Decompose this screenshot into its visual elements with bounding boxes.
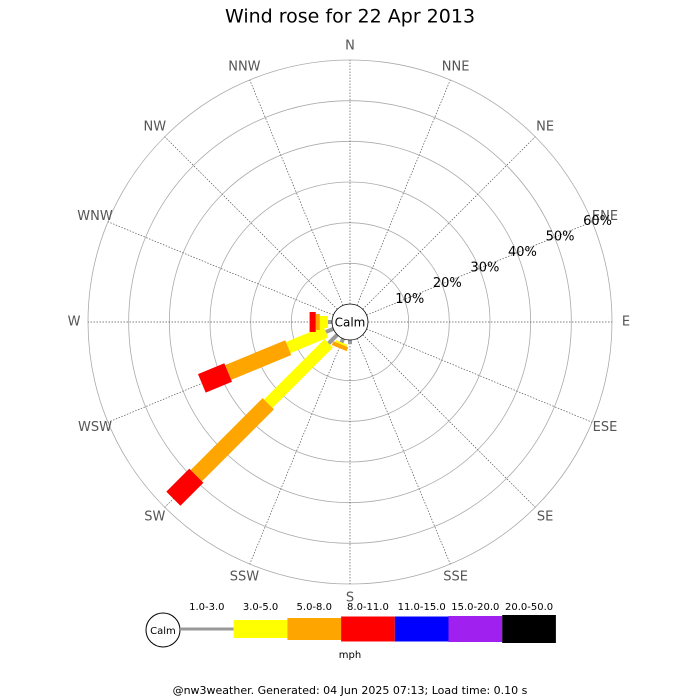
direction-label: WSW <box>78 420 112 435</box>
direction-label: SW <box>144 510 165 525</box>
bar-segment <box>286 326 329 354</box>
bar-segment <box>198 363 232 393</box>
bar-segment <box>319 316 328 328</box>
bar-segment <box>309 312 316 332</box>
r-tick-label: 30% <box>470 261 499 276</box>
direction-label: E <box>622 315 630 330</box>
bar-segment <box>331 341 349 352</box>
direction-label: N <box>345 39 355 54</box>
legend-label: 3.0-5.0 <box>243 602 278 613</box>
grid-ring <box>128 100 572 544</box>
bar-segment <box>264 339 333 408</box>
bar-segment <box>335 340 348 347</box>
legend-swatch <box>502 615 556 643</box>
r-tick-label: 10% <box>395 292 424 307</box>
direction-label: NE <box>536 119 554 134</box>
legend-label: 20.0-50.0 <box>505 602 553 613</box>
legend-swatch <box>180 627 234 631</box>
unit-label: mph <box>339 650 361 661</box>
r-tick-label: 40% <box>508 245 537 260</box>
r-tick-label: 60% <box>583 214 612 229</box>
calm-label: Calm <box>335 316 366 330</box>
legend-calm-label: Calm <box>150 626 176 637</box>
direction-label: NNW <box>228 60 260 75</box>
direction-label: ESE <box>593 420 618 435</box>
grid-ring <box>290 262 410 382</box>
direction-label: SE <box>537 510 553 525</box>
legend-label: 1.0-3.0 <box>189 602 224 613</box>
legend-swatch <box>394 616 449 642</box>
legend-swatch <box>233 620 288 638</box>
legend-label: 5.0-8.0 <box>297 602 332 613</box>
bar-segment <box>315 314 320 330</box>
direction-label: W <box>68 315 81 330</box>
grid-ring <box>209 181 491 463</box>
chart-title: Wind rose for 22 Apr 2013 <box>225 6 475 28</box>
bar-segment <box>348 340 352 345</box>
bar-segment <box>225 340 292 380</box>
bar-segment <box>166 468 204 506</box>
bar-segment <box>327 333 339 345</box>
r-tick-label: 20% <box>433 276 462 291</box>
calm-circle <box>331 303 369 341</box>
direction-label: NNE <box>442 60 470 75</box>
legend-label: 8.0-11.0 <box>347 602 389 613</box>
r-tick-label: 50% <box>546 230 575 245</box>
bar-segment <box>327 320 332 324</box>
bar-segment <box>190 398 274 482</box>
legend-label: 15.0-20.0 <box>451 602 499 613</box>
bar-segment <box>325 327 335 334</box>
legend-swatch <box>287 618 342 640</box>
direction-label: NW <box>144 119 167 134</box>
legend-swatch <box>448 616 503 642</box>
footer: @nw3weather. Generated: 04 Jun 2025 07:1… <box>173 684 528 697</box>
direction-label: SSW <box>230 569 260 584</box>
direction-label: S <box>346 591 354 606</box>
direction-label: SSE <box>443 569 468 584</box>
direction-label: ENE <box>592 209 618 224</box>
legend-label: 11.0-15.0 <box>398 602 446 613</box>
legend-swatch <box>341 616 395 642</box>
direction-label: WNW <box>77 209 113 224</box>
